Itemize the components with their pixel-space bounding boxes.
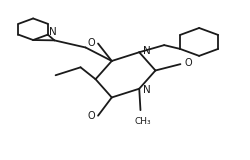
Text: O: O (88, 112, 95, 121)
Text: N: N (49, 27, 57, 37)
Text: O: O (183, 58, 191, 68)
Text: N: N (142, 46, 150, 56)
Text: N: N (142, 84, 150, 95)
Text: O: O (88, 38, 95, 48)
Text: CH₃: CH₃ (134, 117, 151, 126)
